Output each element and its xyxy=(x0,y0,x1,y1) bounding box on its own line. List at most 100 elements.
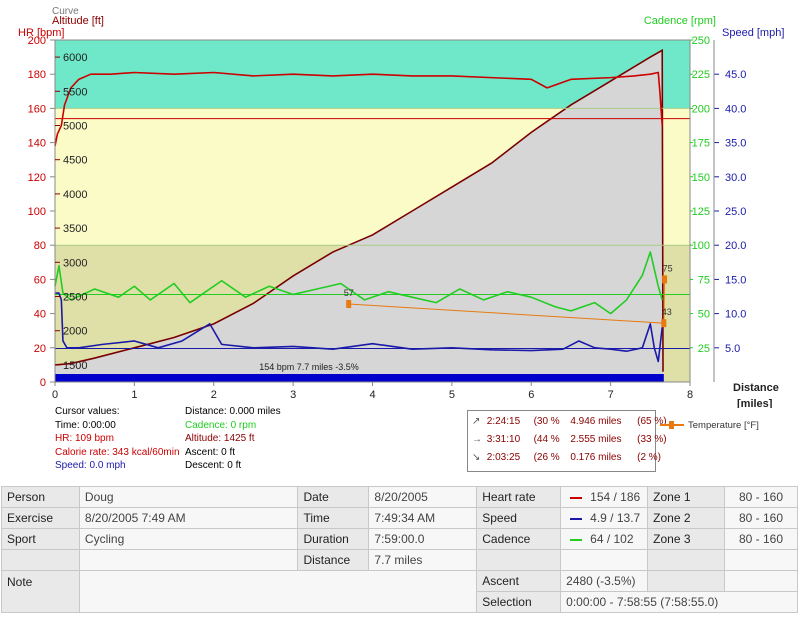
hr-tick-label: 200 xyxy=(28,35,46,47)
hr-axis-title: HR [bpm] xyxy=(18,27,64,39)
distance-label: Distance xyxy=(297,549,370,571)
cadence-line-icon xyxy=(570,538,583,541)
cadence-tick-label: 225 xyxy=(692,69,710,81)
summary-time-pct: (30 % xyxy=(533,416,560,427)
sport-value: Cycling xyxy=(78,528,299,550)
cursor-time: Time: 0:00:00 xyxy=(55,419,116,431)
person-label: Person xyxy=(1,486,80,508)
summary-row-down: ↘ 2:03:25 (26 % 0.176 miles (2 %) xyxy=(472,452,661,463)
exercise-label: Exercise xyxy=(1,507,80,529)
selection-bar xyxy=(55,374,664,382)
hr-tick-label: 160 xyxy=(28,103,46,115)
time-label: Time xyxy=(297,507,370,529)
hr-line xyxy=(54,71,664,147)
altitude-area xyxy=(55,50,664,382)
table-row: Selection 0:00:00 - 7:58:55 (7:58:55.0) xyxy=(2,591,798,613)
cadence-tick-label: 75 xyxy=(698,274,710,286)
altitude-tick-label: 2000 xyxy=(63,326,87,338)
speed-tick-label: 45.0 xyxy=(725,69,746,81)
hr-tick-label: 40 xyxy=(34,309,46,321)
x-axis-title: Distance xyxy=(733,382,779,394)
cursor-speed: Speed: 0.0 mph xyxy=(55,460,126,471)
cursor-altitude: Altitude: 1425 ft xyxy=(185,433,255,444)
speed-line xyxy=(55,292,664,363)
heart-rate-value: 154 / 186 xyxy=(560,486,649,508)
exercise-value: 8/20/2005 7:49 AM xyxy=(78,507,299,529)
altitude-tick-label: 6000 xyxy=(63,52,87,64)
x-tick-label: 0 xyxy=(52,389,58,401)
duration-value: 7:59:00.0 xyxy=(368,528,478,550)
speed-tick-label: 15.0 xyxy=(725,274,746,286)
cadence-tick-label: 150 xyxy=(692,172,710,184)
empty-cell xyxy=(647,549,726,571)
x-tick-label: 2 xyxy=(211,389,217,401)
table-row: Note Ascent 2480 (-3.5%) xyxy=(1,570,798,613)
summary-row-flat: → 3:31:10 (44 % 2.555 miles (33 %) xyxy=(472,434,667,445)
date-label: Date xyxy=(297,486,370,508)
empty-cell xyxy=(1,549,80,571)
table-row: Exercise 8/20/2005 7:49 AM Time 7:49:34 … xyxy=(1,507,798,529)
empty-cell xyxy=(476,549,562,571)
summary-time: 2:24:15 xyxy=(486,416,521,427)
table-row: Person Doug Date 8/20/2005 Heart rate 15… xyxy=(1,486,798,508)
plot-series: 57 43 75 154 bpm 7.7 miles -3.5% xyxy=(54,48,690,382)
altitude-tick-label: 4500 xyxy=(63,155,87,167)
empty-cell xyxy=(560,549,649,571)
cadence-label: Cadence xyxy=(476,528,562,550)
arrow-right-icon: → xyxy=(472,434,482,445)
summary-dist-pct: (33 %) xyxy=(637,434,667,445)
speed-tick-label: 5.0 xyxy=(725,343,740,355)
note-label: Note xyxy=(1,570,80,613)
cadence-tick-label: 200 xyxy=(692,103,710,115)
zone3-label: Zone 3 xyxy=(647,528,726,550)
x-tick-label: 6 xyxy=(528,389,534,401)
cadence-tick-label: 25 xyxy=(698,343,710,355)
cursor-values-col2: Distance: 0.000 miles Cadence: 0 rpm Alt… xyxy=(185,405,281,473)
x-axis-unit: [miles] xyxy=(737,398,773,408)
zone1-label: Zone 1 xyxy=(647,486,726,508)
ascent-value: 2480 (-3.5%) xyxy=(560,570,649,592)
distance-value: 7.7 miles xyxy=(368,549,478,571)
cursor-line: Cursor values: xyxy=(55,406,120,417)
temperature-swatch-icon xyxy=(660,421,684,430)
hr-line-icon xyxy=(570,496,583,499)
cadence-line xyxy=(54,251,663,315)
zone1-value: 80 - 160 xyxy=(724,486,798,508)
empty-cell xyxy=(78,549,299,571)
altitude-tick-label: 2500 xyxy=(63,292,87,304)
hr-tick-label: 140 xyxy=(28,138,46,150)
cursor-cadence: Cadence: 0 rpm xyxy=(185,419,257,431)
speed-tick-label: 30.0 xyxy=(725,172,746,184)
speed-line-icon xyxy=(570,517,583,520)
cadence-value: 64 / 102 xyxy=(560,528,649,550)
hr-tick-label: 120 xyxy=(28,172,46,184)
temperature-point xyxy=(346,300,352,309)
cadence-text: 64 / 102 xyxy=(590,532,634,546)
summary-row-up: ↗ 2:24:15 (30 % 4.946 miles (65 %) xyxy=(472,416,667,427)
speed-text: 4.9 / 13.7 xyxy=(590,511,641,525)
summary-time-pct: (44 % xyxy=(533,434,560,445)
summary-dist-pct: (2 %) xyxy=(637,452,662,463)
x-tick-label: 5 xyxy=(449,389,455,401)
cursor-ascent: Ascent: 0 ft xyxy=(185,446,236,458)
summary-dist: 0.176 miles xyxy=(570,452,622,463)
cursor-distance: Distance: 0.000 miles xyxy=(185,406,281,417)
empty-cell xyxy=(647,570,726,592)
note-value[interactable] xyxy=(78,570,478,613)
arrow-up-right-icon: ↗ xyxy=(472,416,481,427)
arrow-down-right-icon: ↘ xyxy=(472,452,481,463)
speed-tick-label: 10.0 xyxy=(725,309,746,321)
cadence-tick-label: 100 xyxy=(692,240,710,252)
altitude-tick-label: 1500 xyxy=(63,360,87,372)
temperature-label: 75 xyxy=(663,263,673,273)
x-tick-label: 3 xyxy=(290,389,296,401)
speed-tick-label: 35.0 xyxy=(725,138,746,150)
speed-tick-label: 25.0 xyxy=(725,206,746,218)
x-tick-label: 8 xyxy=(687,389,693,401)
altitude-tick-label: 5000 xyxy=(63,121,87,133)
speed-value: 4.9 / 13.7 xyxy=(560,507,649,529)
altitude-tick-label: 5500 xyxy=(63,86,87,98)
cursor-descent: Descent: 0 ft xyxy=(185,460,242,471)
plot-axes: 0204060801001201401601802001500200025003… xyxy=(18,6,784,408)
summary-time: 2:03:25 xyxy=(486,452,521,463)
